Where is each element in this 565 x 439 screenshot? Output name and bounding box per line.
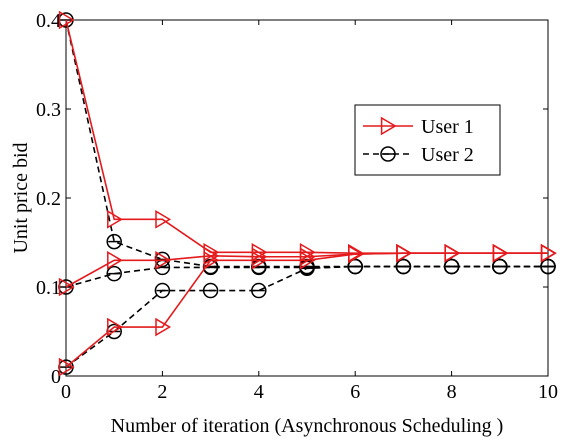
data-point [58, 277, 75, 297]
x-tick-label: 10 [538, 381, 558, 403]
data-point [251, 282, 267, 299]
series-layer [58, 10, 557, 377]
y-tick-label: 0.3 [36, 99, 61, 121]
legend-item: User 2 [363, 144, 474, 166]
data-point [154, 282, 171, 299]
y-axis-label: Unit price bid [10, 142, 32, 253]
data-point [299, 250, 316, 270]
x-tick-label: 4 [254, 381, 264, 403]
data-point [155, 317, 172, 337]
data-point [444, 243, 461, 263]
plot-area [65, 19, 549, 377]
data-point [155, 210, 172, 229]
legend: User 1 User 2 [354, 104, 501, 176]
x-tick-label: 2 [157, 381, 167, 403]
data-point [347, 258, 363, 275]
data-point [155, 250, 172, 270]
series-user-1 [58, 10, 557, 377]
data-point [106, 265, 122, 282]
data-point [107, 210, 123, 229]
data-point [443, 258, 460, 275]
data-point [396, 243, 413, 263]
y-tick-label: 0 [51, 366, 61, 388]
data-point [251, 250, 268, 270]
data-point [58, 357, 75, 377]
data-point [492, 243, 509, 263]
data-point [395, 258, 412, 275]
series-line [65, 252, 548, 368]
data-point [107, 250, 123, 270]
y-tick-label: 0.1 [36, 277, 61, 299]
legend-label: User 1 [421, 116, 474, 138]
data-point [107, 317, 123, 337]
data-point [540, 243, 557, 263]
x-tick-label: 8 [447, 381, 457, 403]
data-point [202, 282, 219, 299]
legend-marker [380, 116, 397, 136]
x-axis-label: Number of iteration (Asynchronous Schedu… [111, 415, 504, 437]
legend-item: User 1 [363, 116, 474, 138]
legend-label: User 2 [421, 144, 474, 166]
plot-frame [65, 19, 549, 377]
legend-marker [380, 146, 396, 162]
data-point [348, 244, 364, 264]
data-point [540, 258, 556, 275]
x-tick-label: 6 [350, 381, 360, 403]
x-tick-label: 0 [61, 381, 71, 403]
legend-box [354, 104, 501, 176]
y-tick-label: 0.4 [36, 10, 61, 32]
data-point [203, 250, 220, 270]
axis-ticks: 0 2 4 6 8 10 0 0.1 0.2 0.3 0.4 [36, 10, 558, 403]
data-point [106, 233, 122, 250]
data-point [492, 258, 508, 275]
data-point [58, 10, 75, 30]
y-tick-label: 0.2 [36, 188, 61, 210]
